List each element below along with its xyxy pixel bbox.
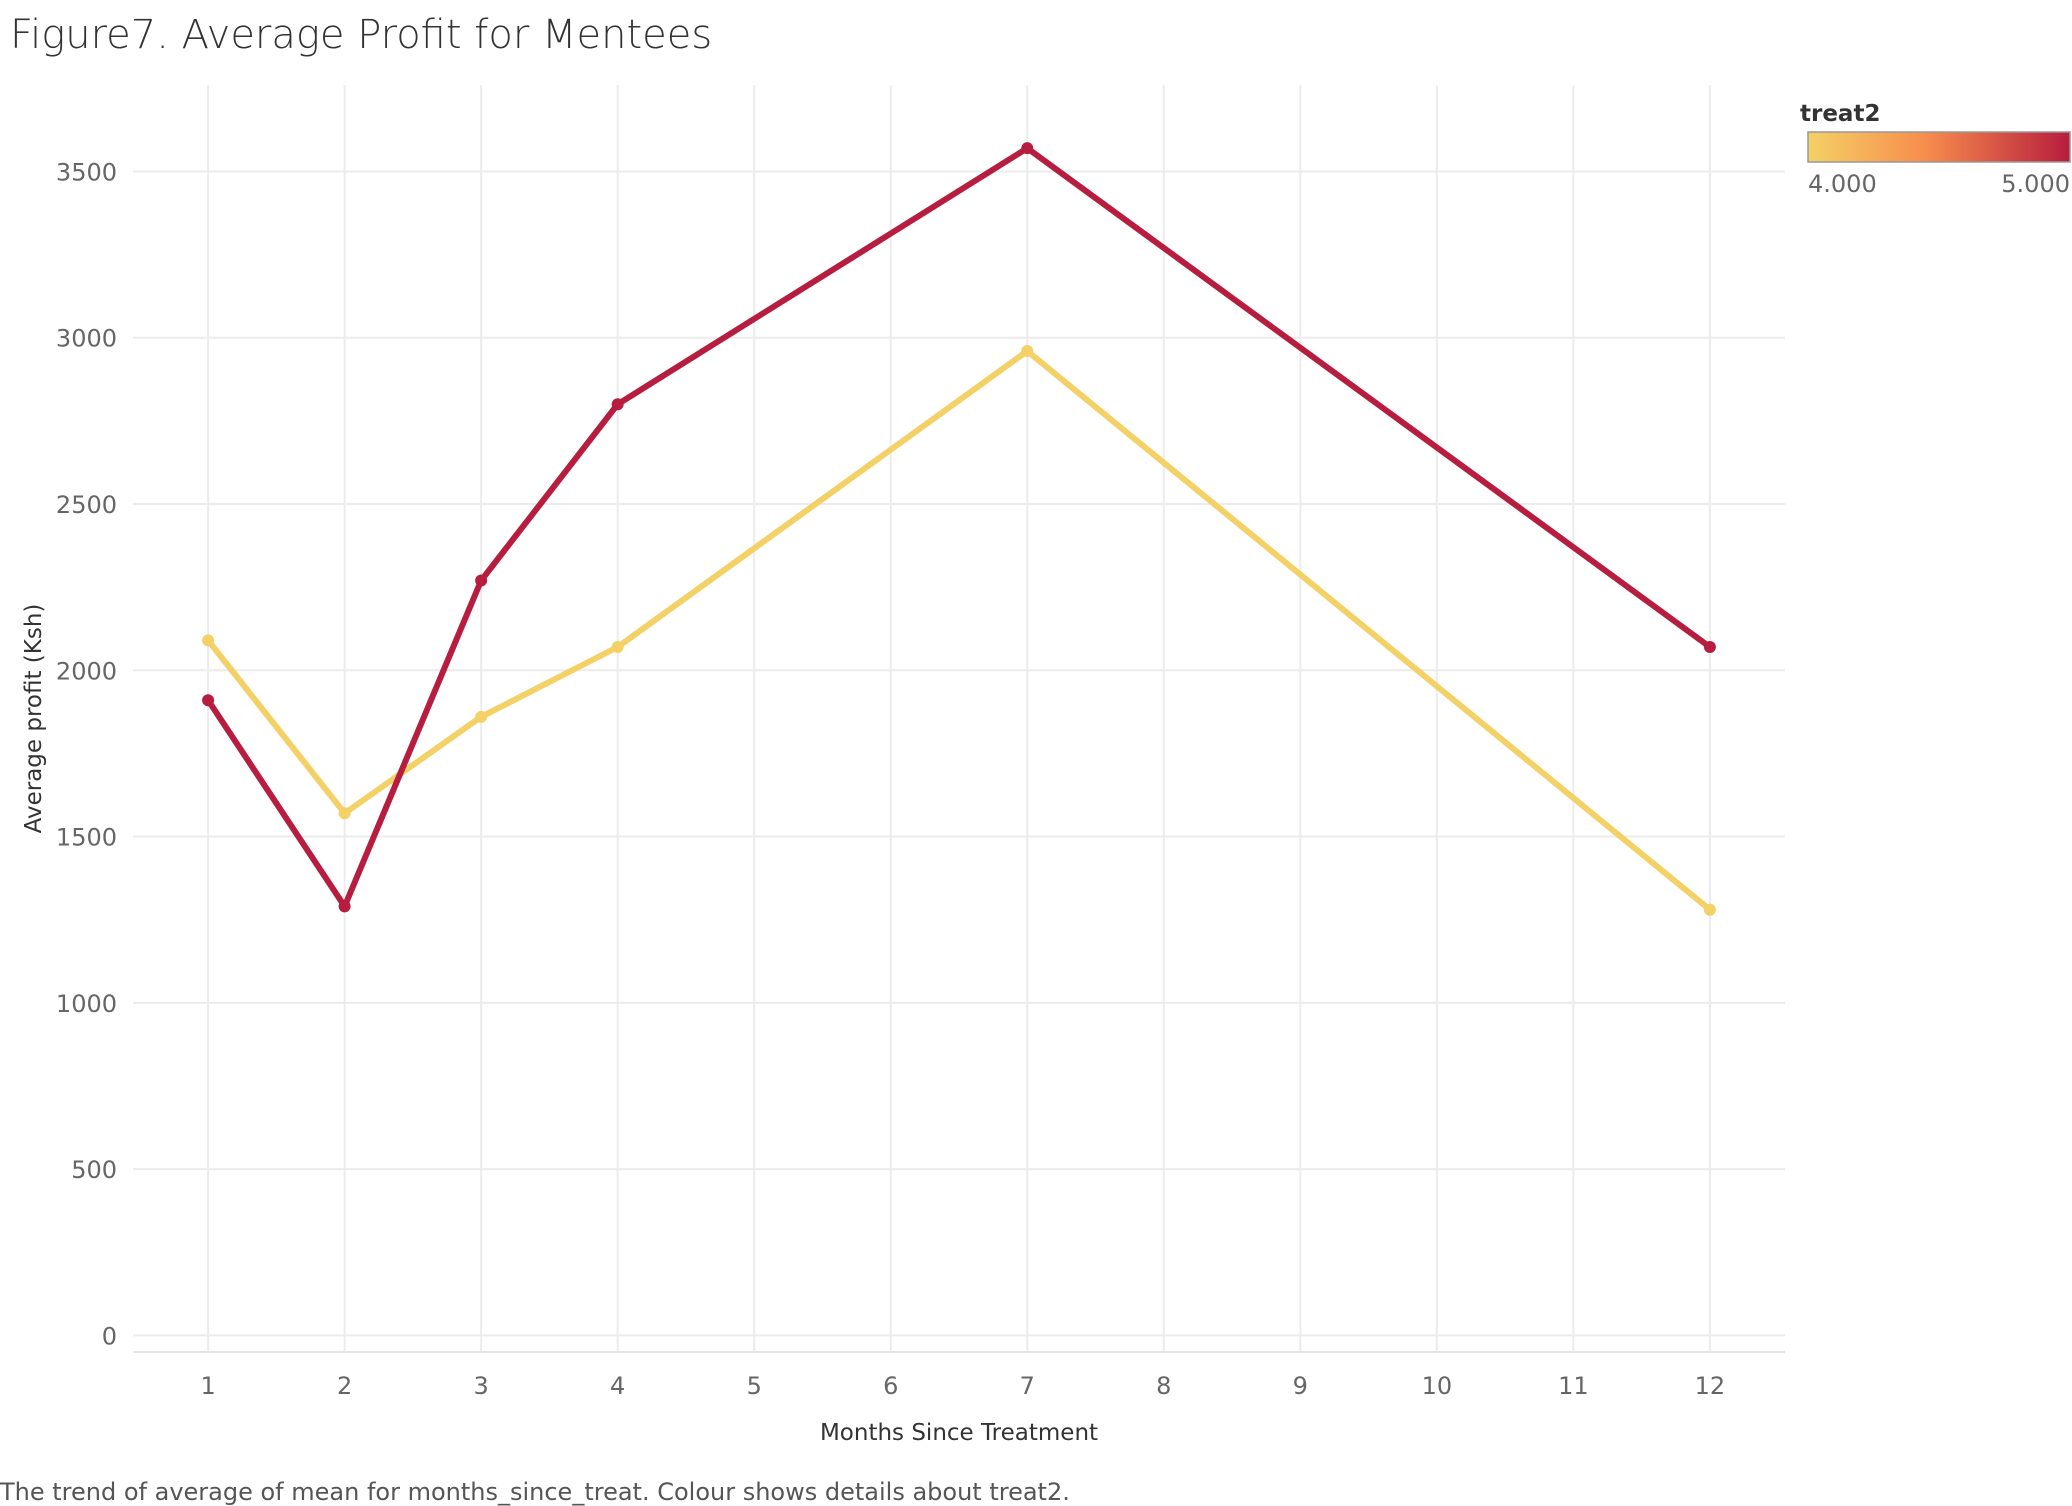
series-line-treat2-4 — [205, 348, 1713, 913]
y-tick-label: 0 — [102, 1322, 117, 1350]
y-axis-title: Average profit (Ksh) — [21, 604, 47, 834]
x-tick-label: 12 — [1695, 1372, 1726, 1400]
data-point — [338, 900, 351, 913]
axes: 1 2 3 4 5 6 7 8 9 10 11 120500100015002000250030003… — [21, 158, 1785, 1446]
y-tick-label: 1500 — [56, 824, 117, 852]
y-tick-label: 1000 — [56, 990, 117, 1018]
x-tick-label: 7 — [1020, 1372, 1035, 1400]
y-tick-label: 3000 — [56, 325, 117, 353]
x-tick-label: 8 — [1156, 1372, 1171, 1400]
x-tick-label: 1 — [200, 1372, 215, 1400]
x-tick-label: 10 — [1422, 1372, 1453, 1400]
x-tick-label: 9 — [1293, 1372, 1308, 1400]
y-tick-label: 3500 — [56, 158, 117, 186]
data-point — [338, 807, 351, 820]
y-tick-label: 500 — [71, 1156, 117, 1184]
y-tick-label: 2500 — [56, 491, 117, 519]
data-point — [202, 694, 215, 707]
data-point — [611, 641, 624, 654]
y-tick-label: 2000 — [56, 657, 117, 685]
data-point — [475, 574, 488, 587]
data-point — [202, 634, 215, 647]
x-tick-label: 6 — [883, 1372, 898, 1400]
x-tick-label: 5 — [747, 1372, 762, 1400]
data-point — [1703, 903, 1716, 916]
gridlines — [133, 85, 1785, 1352]
data-point — [475, 710, 488, 723]
series-lines — [202, 142, 1716, 916]
chart-caption: The trend of average of mean for months_… — [0, 1478, 1070, 1506]
legend-max-label: 5.000 — [2001, 170, 2070, 198]
x-tick-label: 2 — [337, 1372, 352, 1400]
legend-min-label: 4.000 — [1808, 170, 1877, 198]
data-point — [1021, 142, 1034, 155]
legend-color-ramp — [1807, 131, 2071, 163]
x-tick-label: 11 — [1558, 1372, 1589, 1400]
chart-title: Figure7. Average Profit for Mentees — [10, 12, 713, 58]
legend-title: treat2 — [1800, 101, 1880, 127]
color-legend: treat2 4.000 5.000 — [1800, 101, 2071, 198]
x-tick-label: 3 — [474, 1372, 489, 1400]
x-tick-label: 4 — [610, 1372, 625, 1400]
series-line-treat2-5 — [205, 145, 1713, 910]
data-point — [1021, 345, 1034, 358]
data-point — [1703, 641, 1716, 654]
x-axis-title: Months Since Treatment — [820, 1420, 1098, 1446]
data-point — [611, 398, 624, 411]
